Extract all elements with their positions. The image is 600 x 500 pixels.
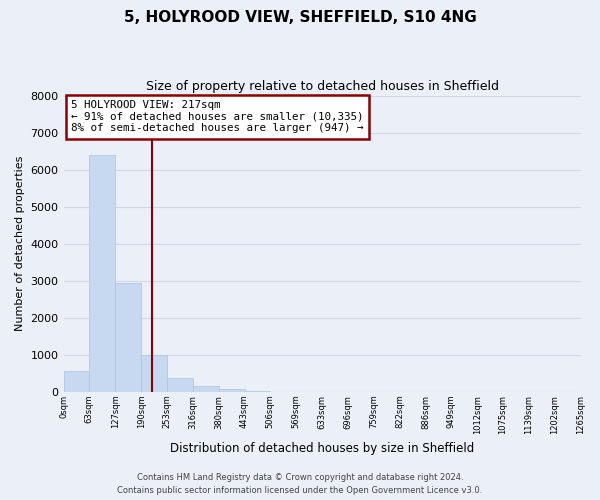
Bar bbox=[141, 355, 167, 392]
Bar bbox=[245, 391, 271, 392]
Text: 5, HOLYROOD VIEW, SHEFFIELD, S10 4NG: 5, HOLYROOD VIEW, SHEFFIELD, S10 4NG bbox=[124, 10, 476, 25]
Y-axis label: Number of detached properties: Number of detached properties bbox=[15, 156, 25, 332]
Bar bbox=[115, 282, 141, 392]
X-axis label: Distribution of detached houses by size in Sheffield: Distribution of detached houses by size … bbox=[170, 442, 474, 455]
Bar bbox=[167, 378, 193, 392]
Text: Contains HM Land Registry data © Crown copyright and database right 2024.
Contai: Contains HM Land Registry data © Crown c… bbox=[118, 474, 482, 495]
Title: Size of property relative to detached houses in Sheffield: Size of property relative to detached ho… bbox=[146, 80, 499, 93]
Bar bbox=[64, 371, 89, 392]
Bar bbox=[89, 155, 115, 392]
Bar bbox=[219, 389, 245, 392]
Bar bbox=[193, 386, 219, 392]
Text: 5 HOLYROOD VIEW: 217sqm
← 91% of detached houses are smaller (10,335)
8% of semi: 5 HOLYROOD VIEW: 217sqm ← 91% of detache… bbox=[71, 100, 364, 133]
